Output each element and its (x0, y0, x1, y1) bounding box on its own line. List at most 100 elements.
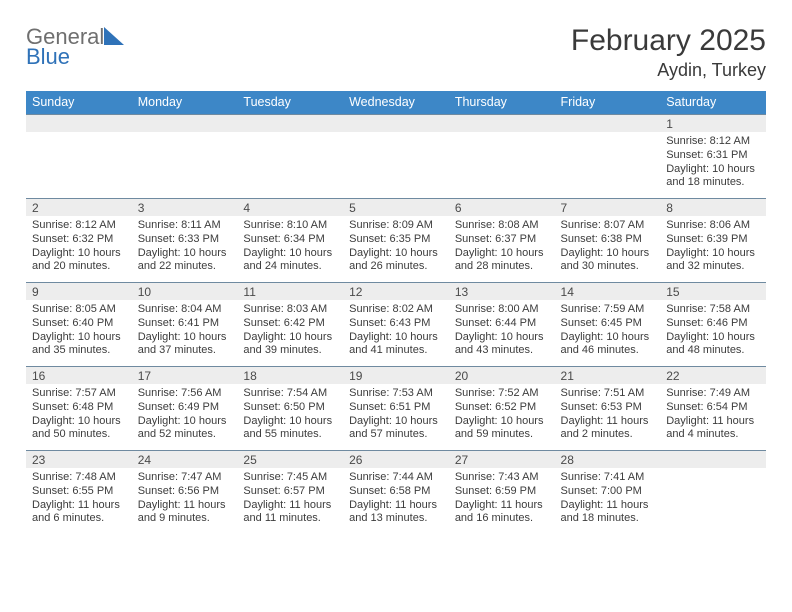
day-number: 18 (237, 367, 343, 384)
day-details: Sunrise: 8:00 AMSunset: 6:44 PMDaylight:… (449, 300, 555, 362)
day-details: Sunrise: 8:02 AMSunset: 6:43 PMDaylight:… (343, 300, 449, 362)
day-number: 19 (343, 367, 449, 384)
day-details: Sunrise: 8:12 AMSunset: 6:31 PMDaylight:… (660, 132, 766, 194)
calendar-body: 1Sunrise: 8:12 AMSunset: 6:31 PMDaylight… (26, 115, 766, 535)
day-cell: 3Sunrise: 8:11 AMSunset: 6:33 PMDaylight… (132, 199, 238, 283)
day-details: Sunrise: 7:51 AMSunset: 6:53 PMDaylight:… (555, 384, 661, 446)
day-number: 3 (132, 199, 238, 216)
table-row: 2Sunrise: 8:12 AMSunset: 6:32 PMDaylight… (26, 199, 766, 283)
day-details: Sunrise: 7:47 AMSunset: 6:56 PMDaylight:… (132, 468, 238, 530)
day-cell: 26Sunrise: 7:44 AMSunset: 6:58 PMDayligh… (343, 451, 449, 535)
day-number: 6 (449, 199, 555, 216)
day-details: Sunrise: 7:57 AMSunset: 6:48 PMDaylight:… (26, 384, 132, 446)
table-row: 1Sunrise: 8:12 AMSunset: 6:31 PMDaylight… (26, 115, 766, 199)
day-number: 2 (26, 199, 132, 216)
day-details: Sunrise: 8:07 AMSunset: 6:38 PMDaylight:… (555, 216, 661, 278)
day-cell: 13Sunrise: 8:00 AMSunset: 6:44 PMDayligh… (449, 283, 555, 367)
day-number: 27 (449, 451, 555, 468)
logo: General Blue (26, 26, 128, 68)
day-details: Sunrise: 8:04 AMSunset: 6:41 PMDaylight:… (132, 300, 238, 362)
day-details: Sunrise: 8:11 AMSunset: 6:33 PMDaylight:… (132, 216, 238, 278)
day-cell (660, 451, 766, 535)
day-number (26, 115, 132, 132)
day-cell: 24Sunrise: 7:47 AMSunset: 6:56 PMDayligh… (132, 451, 238, 535)
weekday-header: Monday (132, 91, 238, 115)
day-cell: 5Sunrise: 8:09 AMSunset: 6:35 PMDaylight… (343, 199, 449, 283)
day-number: 22 (660, 367, 766, 384)
day-number: 8 (660, 199, 766, 216)
day-number: 4 (237, 199, 343, 216)
day-details: Sunrise: 7:54 AMSunset: 6:50 PMDaylight:… (237, 384, 343, 446)
day-number: 12 (343, 283, 449, 300)
day-details: Sunrise: 7:41 AMSunset: 7:00 PMDaylight:… (555, 468, 661, 530)
day-cell (132, 115, 238, 199)
day-details: Sunrise: 7:52 AMSunset: 6:52 PMDaylight:… (449, 384, 555, 446)
day-number: 24 (132, 451, 238, 468)
day-number: 20 (449, 367, 555, 384)
day-cell: 27Sunrise: 7:43 AMSunset: 6:59 PMDayligh… (449, 451, 555, 535)
day-number: 9 (26, 283, 132, 300)
weekday-header: Tuesday (237, 91, 343, 115)
weekday-header: Friday (555, 91, 661, 115)
day-cell: 18Sunrise: 7:54 AMSunset: 6:50 PMDayligh… (237, 367, 343, 451)
header-row: General Blue February 2025 Aydin, Turkey (26, 24, 766, 81)
day-cell: 20Sunrise: 7:52 AMSunset: 6:52 PMDayligh… (449, 367, 555, 451)
day-cell: 28Sunrise: 7:41 AMSunset: 7:00 PMDayligh… (555, 451, 661, 535)
day-details: Sunrise: 8:12 AMSunset: 6:32 PMDaylight:… (26, 216, 132, 278)
day-details: Sunrise: 7:49 AMSunset: 6:54 PMDaylight:… (660, 384, 766, 446)
day-cell: 2Sunrise: 8:12 AMSunset: 6:32 PMDaylight… (26, 199, 132, 283)
weekday-header: Sunday (26, 91, 132, 115)
day-details: Sunrise: 7:58 AMSunset: 6:46 PMDaylight:… (660, 300, 766, 362)
day-number: 21 (555, 367, 661, 384)
month-title: February 2025 (571, 24, 766, 58)
day-cell: 16Sunrise: 7:57 AMSunset: 6:48 PMDayligh… (26, 367, 132, 451)
table-row: 16Sunrise: 7:57 AMSunset: 6:48 PMDayligh… (26, 367, 766, 451)
logo-text-blue: Blue (26, 46, 104, 68)
day-cell: 9Sunrise: 8:05 AMSunset: 6:40 PMDaylight… (26, 283, 132, 367)
calendar-head: SundayMondayTuesdayWednesdayThursdayFrid… (26, 91, 766, 115)
day-cell: 10Sunrise: 8:04 AMSunset: 6:41 PMDayligh… (132, 283, 238, 367)
day-details: Sunrise: 8:05 AMSunset: 6:40 PMDaylight:… (26, 300, 132, 362)
header-right: February 2025 Aydin, Turkey (571, 24, 766, 81)
day-number: 11 (237, 283, 343, 300)
day-details: Sunrise: 7:44 AMSunset: 6:58 PMDaylight:… (343, 468, 449, 530)
day-cell: 6Sunrise: 8:08 AMSunset: 6:37 PMDaylight… (449, 199, 555, 283)
day-details: Sunrise: 8:10 AMSunset: 6:34 PMDaylight:… (237, 216, 343, 278)
day-cell: 11Sunrise: 8:03 AMSunset: 6:42 PMDayligh… (237, 283, 343, 367)
calendar-table: SundayMondayTuesdayWednesdayThursdayFrid… (26, 91, 766, 535)
day-number: 15 (660, 283, 766, 300)
day-cell: 12Sunrise: 8:02 AMSunset: 6:43 PMDayligh… (343, 283, 449, 367)
day-number: 26 (343, 451, 449, 468)
day-details: Sunrise: 8:09 AMSunset: 6:35 PMDaylight:… (343, 216, 449, 278)
day-number: 7 (555, 199, 661, 216)
weekday-header: Wednesday (343, 91, 449, 115)
day-details: Sunrise: 8:03 AMSunset: 6:42 PMDaylight:… (237, 300, 343, 362)
table-row: 9Sunrise: 8:05 AMSunset: 6:40 PMDaylight… (26, 283, 766, 367)
day-number: 14 (555, 283, 661, 300)
day-cell: 1Sunrise: 8:12 AMSunset: 6:31 PMDaylight… (660, 115, 766, 199)
weekday-header: Thursday (449, 91, 555, 115)
day-number: 25 (237, 451, 343, 468)
day-details: Sunrise: 8:06 AMSunset: 6:39 PMDaylight:… (660, 216, 766, 278)
day-cell: 25Sunrise: 7:45 AMSunset: 6:57 PMDayligh… (237, 451, 343, 535)
day-number: 13 (449, 283, 555, 300)
day-cell: 15Sunrise: 7:58 AMSunset: 6:46 PMDayligh… (660, 283, 766, 367)
day-details: Sunrise: 7:59 AMSunset: 6:45 PMDaylight:… (555, 300, 661, 362)
location: Aydin, Turkey (571, 60, 766, 81)
day-cell (449, 115, 555, 199)
day-number (343, 115, 449, 132)
day-cell: 17Sunrise: 7:56 AMSunset: 6:49 PMDayligh… (132, 367, 238, 451)
weekday-row: SundayMondayTuesdayWednesdayThursdayFrid… (26, 91, 766, 115)
day-number: 5 (343, 199, 449, 216)
logo-text: General Blue (26, 26, 104, 68)
day-cell (343, 115, 449, 199)
day-number: 16 (26, 367, 132, 384)
day-number (555, 115, 661, 132)
day-number: 10 (132, 283, 238, 300)
day-cell: 14Sunrise: 7:59 AMSunset: 6:45 PMDayligh… (555, 283, 661, 367)
day-details: Sunrise: 7:56 AMSunset: 6:49 PMDaylight:… (132, 384, 238, 446)
day-cell: 21Sunrise: 7:51 AMSunset: 6:53 PMDayligh… (555, 367, 661, 451)
table-row: 23Sunrise: 7:48 AMSunset: 6:55 PMDayligh… (26, 451, 766, 535)
day-number: 1 (660, 115, 766, 132)
day-cell (26, 115, 132, 199)
